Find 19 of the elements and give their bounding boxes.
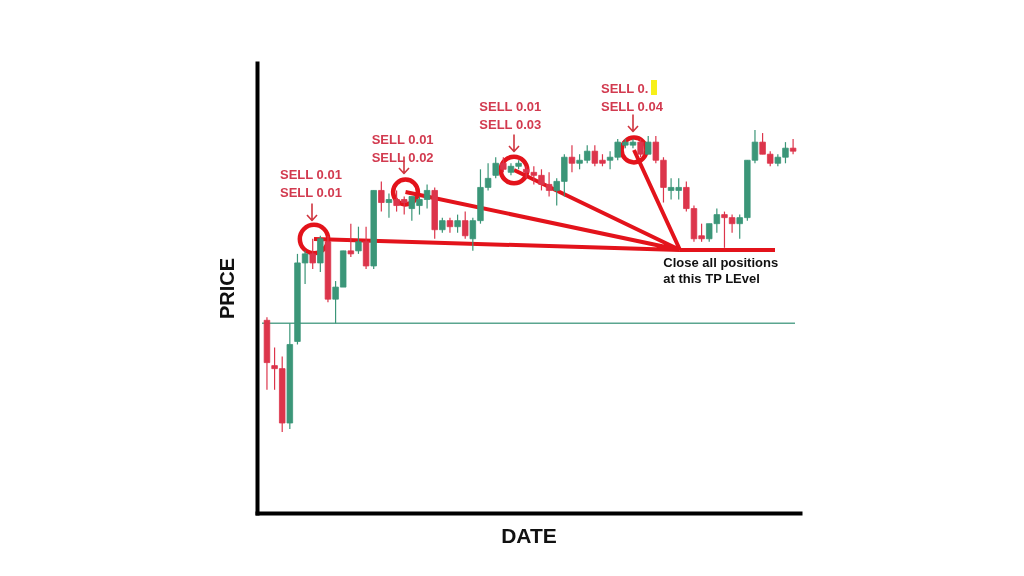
- candlestick: [645, 135, 652, 155]
- candlestick: [347, 223, 355, 258]
- candlestick: [568, 144, 576, 173]
- candlestick: [637, 138, 644, 158]
- candlestick: [378, 180, 385, 213]
- candlestick: [385, 192, 393, 219]
- candlestick: [462, 210, 469, 240]
- y-axis-title: PRICE: [215, 257, 238, 320]
- candlestick: [454, 214, 461, 234]
- candlestick: [355, 226, 362, 255]
- x-axis-title: DATE: [501, 523, 557, 547]
- annotation: SELL 0.01 SELL 0.01: [280, 166, 342, 200]
- annotation: SELL 0.01 SELL 0.03: [479, 98, 542, 132]
- annotation: Close all positions at this TP LEvel: [663, 254, 779, 286]
- candlestick: [789, 138, 797, 155]
- candlestick: [492, 156, 499, 179]
- annotation: SELL 0.01 SELL 0.02: [371, 132, 434, 165]
- candlestick: [309, 238, 316, 270]
- text: SELL 0. SELL 0.04: [601, 80, 664, 114]
